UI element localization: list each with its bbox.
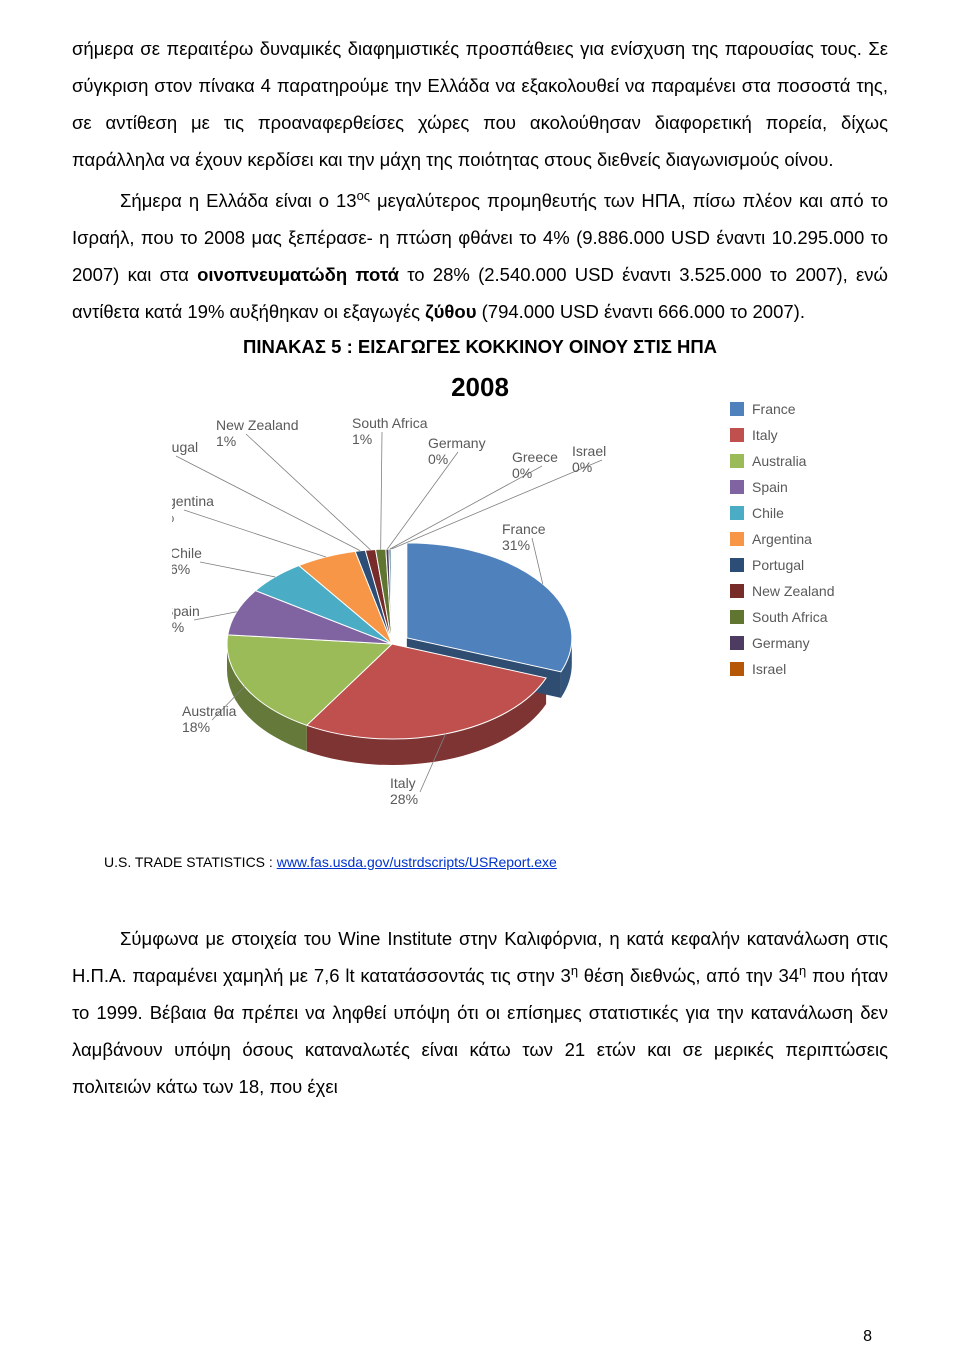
legend-swatch: [730, 532, 744, 546]
legend-item: Argentina: [730, 526, 880, 552]
chart-year: 2008: [451, 372, 509, 403]
document-page: σήμερα σε περαιτέρω δυναμικές διαφημιστι…: [0, 0, 960, 1364]
legend-item: Israel: [730, 656, 880, 682]
legend-label: New Zealand: [752, 583, 835, 599]
p3-sup-1: η: [571, 963, 578, 978]
legend-item: Portugal: [730, 552, 880, 578]
legend-swatch: [730, 662, 744, 676]
page-number: 8: [863, 1328, 872, 1346]
paragraph-1: σήμερα σε περαιτέρω δυναμικές διαφημιστι…: [72, 30, 888, 178]
p2-text-d: (794.000 USD έναντι 666.000 το 2007).: [477, 301, 805, 322]
legend-item: Italy: [730, 422, 880, 448]
pie-label: Israel0%: [572, 443, 606, 475]
p2-text-a: Σήμερα η Ελλάδα είναι ο 13: [120, 190, 357, 211]
pie-label: Argentina6%: [172, 493, 214, 525]
legend-swatch: [730, 636, 744, 650]
legend-swatch: [730, 506, 744, 520]
p2-bold-1: οινοπνευματώδη ποτά: [197, 264, 399, 285]
legend-item: Australia: [730, 448, 880, 474]
paragraph-2: Σήμερα η Ελλάδα είναι ο 13ος μεγαλύτερος…: [72, 182, 888, 330]
legend-label: Germany: [752, 635, 810, 651]
legend-swatch: [730, 584, 744, 598]
legend-label: Chile: [752, 505, 784, 521]
legend-swatch: [730, 402, 744, 416]
source-prefix: U.S. TRADE STATISTICS :: [104, 854, 277, 870]
pie-label: Spain8%: [172, 603, 200, 635]
pie-chart: 2008 France31% Italy28% Australia18% Spain8…: [72, 364, 888, 844]
paragraph-3: Σύμφωνα με στοιχεία του Wine Institute σ…: [72, 920, 888, 1105]
legend-item: New Zealand: [730, 578, 880, 604]
legend-swatch: [730, 480, 744, 494]
legend-label: Argentina: [752, 531, 812, 547]
chart-source: U.S. TRADE STATISTICS : www.fas.usda.gov…: [104, 854, 888, 870]
pie-wrap: France31% Italy28% Australia18% Spain8% Chil…: [172, 414, 632, 839]
pie-leader: [391, 460, 602, 549]
legend-label: France: [752, 401, 796, 417]
legend-label: Portugal: [752, 557, 804, 573]
legend-swatch: [730, 428, 744, 442]
legend-label: Australia: [752, 453, 806, 469]
pie-leader: [200, 562, 275, 577]
legend-item: Germany: [730, 630, 880, 656]
legend-label: Spain: [752, 479, 788, 495]
pie-label: South Africa1%: [352, 415, 428, 447]
legend-item: Spain: [730, 474, 880, 500]
pie-leader: [381, 432, 382, 549]
pie-label: Greece0%: [512, 449, 558, 481]
chart-legend: France Italy Australia Spain Chile Argentina P…: [730, 396, 880, 682]
legend-item: France: [730, 396, 880, 422]
pie-leader: [246, 434, 370, 550]
p2-bold-2: ζύθου: [425, 301, 476, 322]
pie-leader: [184, 510, 326, 557]
pie-label: France31%: [502, 521, 546, 553]
table-title: ΠΙΝΑΚΑΣ 5 : ΕΙΣΑΓΩΓΕΣ ΚΟΚΚΙΝΟΥ ΟΙΝΟΥ ΣΤΙ…: [72, 336, 888, 358]
pie-label: Australia18%: [182, 703, 237, 735]
legend-swatch: [730, 610, 744, 624]
legend-label: Italy: [752, 427, 778, 443]
pie-leader: [194, 612, 237, 620]
pie-label: Germany0%: [428, 435, 486, 467]
legend-swatch: [730, 558, 744, 572]
legend-label: Israel: [752, 661, 786, 677]
pie-label: Chile6%: [172, 545, 202, 577]
pie-svg: France31% Italy28% Australia18% Spain8% Chil…: [172, 414, 632, 834]
legend-swatch: [730, 454, 744, 468]
source-link[interactable]: www.fas.usda.gov/ustrdscripts/USReport.e…: [277, 854, 557, 870]
p2-sup: ος: [357, 188, 370, 203]
p3-text-b: θέση διεθνώς, από την 34: [578, 965, 799, 986]
pie-label: Portugal1%: [172, 439, 198, 471]
pie-label: Italy28%: [390, 775, 418, 807]
legend-item: Chile: [730, 500, 880, 526]
legend-item: South Africa: [730, 604, 880, 630]
legend-label: South Africa: [752, 609, 828, 625]
